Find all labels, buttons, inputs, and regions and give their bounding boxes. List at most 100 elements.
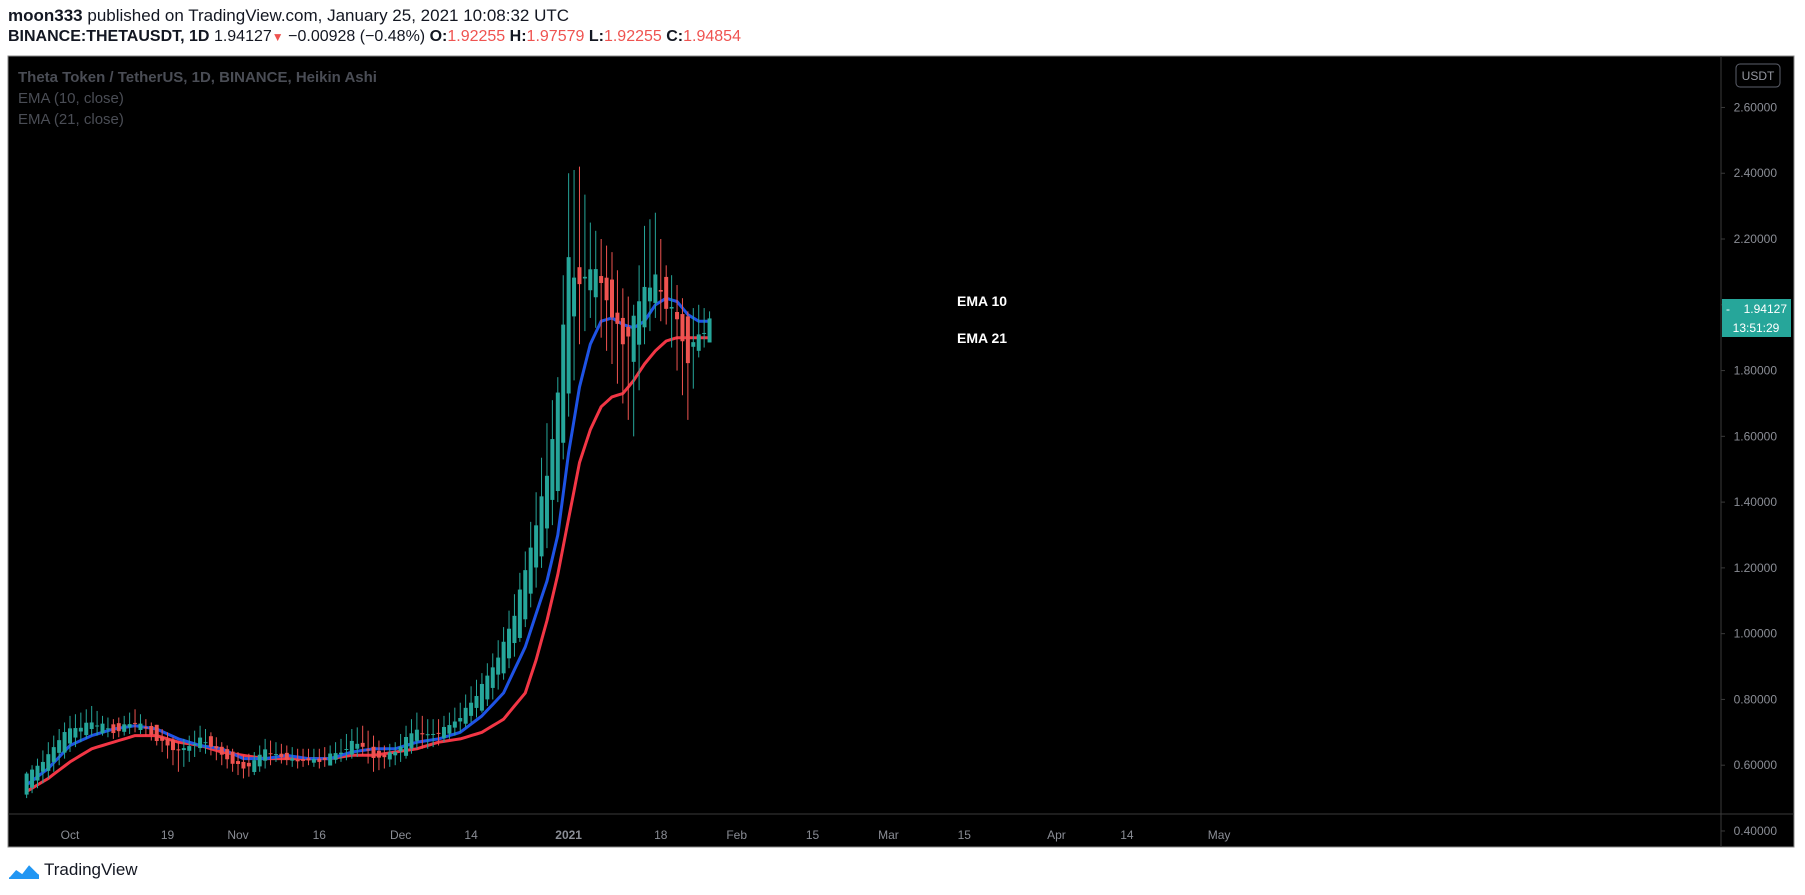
candle[interactable] [181,738,186,767]
candle[interactable] [431,719,436,748]
candle[interactable] [626,296,631,420]
candle[interactable] [387,743,392,767]
candle[interactable] [290,747,295,767]
candle[interactable] [436,719,441,746]
candle[interactable] [360,725,365,756]
candle[interactable] [463,694,468,728]
candle[interactable] [100,715,105,736]
candle[interactable] [322,747,327,767]
candle[interactable] [317,748,322,769]
candle[interactable] [582,194,587,332]
candle[interactable] [257,745,262,772]
candle[interactable] [133,709,138,733]
candle[interactable] [539,457,544,568]
candle[interactable] [512,594,517,657]
candle[interactable] [252,752,257,776]
candle[interactable] [664,265,669,325]
candle[interactable] [241,755,246,779]
candle[interactable] [143,719,148,736]
candle[interactable] [599,239,604,338]
candle[interactable] [561,275,566,460]
candle[interactable] [610,252,614,364]
candle[interactable] [127,712,132,734]
candle[interactable] [404,725,409,759]
candle[interactable] [550,400,555,526]
candle[interactable] [339,738,343,762]
candle[interactable] [219,742,224,766]
candle[interactable] [170,737,175,766]
legend-ema21[interactable]: EMA (21, close) [18,111,124,128]
candle[interactable] [46,742,51,779]
candle[interactable] [236,752,241,776]
candle[interactable] [95,710,100,736]
candle[interactable] [447,712,452,739]
candle[interactable] [349,729,354,759]
candle[interactable] [192,730,197,757]
candle[interactable] [154,724,159,746]
candle[interactable] [566,173,571,417]
candle[interactable] [479,673,484,713]
candle[interactable] [78,712,83,743]
candle[interactable] [268,740,273,766]
candle[interactable] [507,610,512,669]
candle[interactable] [24,771,29,799]
candle[interactable] [40,750,45,784]
candle[interactable] [490,653,495,700]
candle[interactable] [149,722,154,741]
legend-ema10[interactable]: EMA (10, close) [18,90,124,107]
candle[interactable] [680,298,685,396]
candle[interactable] [702,308,707,348]
candle[interactable] [165,732,170,759]
candle[interactable] [501,627,506,680]
candle[interactable] [409,719,414,754]
candle[interactable] [295,748,300,769]
candle[interactable] [208,732,213,756]
candle[interactable] [122,715,127,736]
candle[interactable] [485,663,490,707]
candle[interactable] [203,729,208,754]
candle[interactable] [225,745,230,769]
candle[interactable] [647,219,652,332]
candle[interactable] [376,740,381,771]
candle[interactable] [263,738,268,769]
candle[interactable] [615,270,620,384]
candle[interactable] [344,733,349,761]
candle[interactable] [301,748,306,767]
candle[interactable] [669,275,674,348]
candle[interactable] [57,729,62,766]
candle[interactable] [68,715,72,753]
candle[interactable] [328,745,333,766]
candle[interactable] [279,743,284,764]
candle[interactable] [35,758,40,789]
candle[interactable] [474,679,479,718]
candle[interactable] [333,742,338,764]
candle[interactable] [284,745,289,766]
candle[interactable] [198,725,203,753]
candle[interactable] [138,714,143,734]
candle[interactable] [73,714,78,748]
candle[interactable] [707,311,712,343]
candle[interactable] [311,748,316,767]
candle[interactable] [642,225,647,345]
candle[interactable] [523,551,528,628]
candle[interactable] [604,245,609,351]
candle[interactable] [620,288,625,404]
candle[interactable] [160,729,165,753]
candle[interactable] [534,492,539,588]
candle[interactable] [371,735,376,772]
candle[interactable] [230,748,235,772]
candle[interactable] [528,521,533,608]
candle[interactable] [458,702,463,733]
candle[interactable] [631,304,636,437]
candle[interactable] [246,753,251,777]
candle[interactable] [89,706,94,736]
candle[interactable] [111,719,116,739]
candle[interactable] [366,730,371,764]
candle[interactable] [30,765,35,794]
candle[interactable] [306,748,311,766]
candle[interactable] [176,742,181,772]
candle[interactable] [452,707,457,736]
footer-brand[interactable]: TradingView [44,860,138,879]
tradingview-logo-icon[interactable] [8,860,40,880]
